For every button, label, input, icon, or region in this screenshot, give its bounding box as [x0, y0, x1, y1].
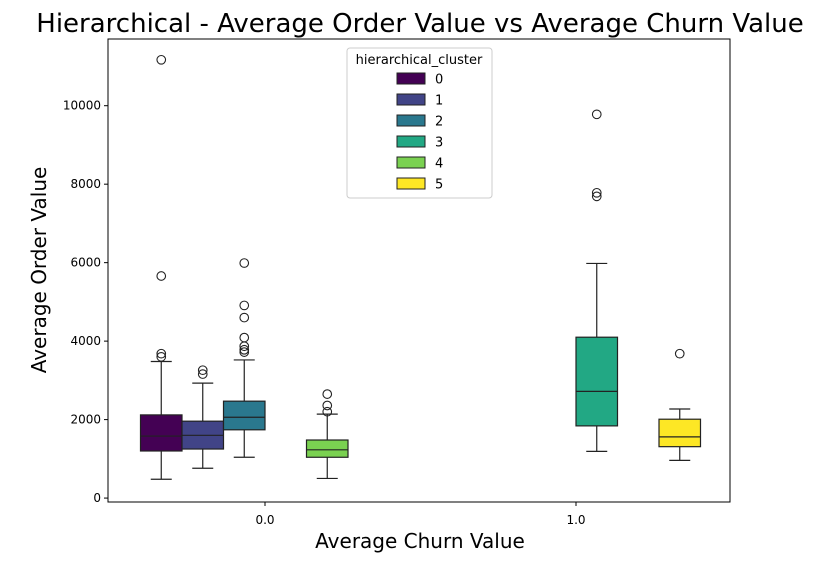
outlier-point — [322, 389, 333, 399]
x-axis: 0.0 1.0 — [255, 502, 586, 527]
legend-label: 2 — [435, 115, 443, 130]
legend-item-cluster-4: 4 — [396, 156, 443, 172]
legend-swatch — [396, 177, 426, 190]
legend-item-cluster-3: 3 — [396, 135, 443, 151]
legend-label: 3 — [435, 136, 443, 151]
y-axis: 0 2000 4000 6000 8000 10000 — [63, 99, 108, 505]
legend: hierarchical_cluster 0 1 2 3 4 5 — [346, 47, 493, 199]
legend-swatch — [396, 93, 426, 106]
outlier-point — [239, 312, 250, 323]
outlier-point — [591, 191, 602, 202]
y-tick-label: 8000 — [70, 177, 101, 191]
outlier-point — [156, 271, 167, 281]
iqr-box — [222, 400, 266, 431]
outlier-point — [239, 344, 250, 355]
outlier-point — [322, 400, 333, 411]
outlier-point — [239, 347, 250, 357]
outlier-point — [156, 351, 167, 362]
box-cluster-2-churn-0.0 — [222, 258, 266, 458]
outlier-point — [322, 406, 333, 417]
legend-swatch — [396, 72, 426, 85]
outlier-point — [156, 348, 167, 359]
legend-swatch — [396, 156, 426, 169]
outlier-point — [239, 332, 250, 343]
box-cluster-0-churn-0.0 — [139, 54, 183, 480]
legend-label: 1 — [435, 94, 443, 109]
legend-label: 0 — [435, 73, 443, 88]
outlier-point — [674, 348, 685, 359]
box-cluster-1-churn-0.0 — [181, 365, 225, 469]
iqr-box — [658, 418, 702, 448]
y-tick-label: 0 — [93, 491, 101, 505]
chart-title: Hierarchical - Average Order Value vs Av… — [36, 9, 803, 39]
box-cluster-3-churn-1.0 — [575, 109, 619, 452]
iqr-box — [139, 414, 183, 452]
outlier-point — [591, 187, 602, 198]
legend-item-cluster-5: 5 — [396, 177, 443, 193]
outlier-point — [197, 365, 208, 376]
legend-item-cluster-0: 0 — [396, 72, 443, 88]
box-series — [139, 54, 702, 480]
legend-title: hierarchical_cluster — [356, 53, 483, 68]
outlier-point — [239, 300, 250, 311]
outlier-point — [239, 258, 250, 268]
legend-label: 4 — [435, 157, 443, 172]
y-tick-label: 6000 — [70, 256, 101, 270]
box-cluster-5-churn-1.0 — [658, 348, 702, 462]
y-tick-label: 2000 — [70, 413, 101, 427]
outlier-point — [197, 369, 208, 379]
legend-item-cluster-2: 2 — [396, 114, 443, 130]
y-tick-label: 10000 — [63, 99, 101, 113]
y-axis-label: Average Order Value — [27, 167, 51, 374]
x-axis-label: Average Churn Value — [315, 529, 525, 553]
legend-label: 5 — [435, 178, 443, 193]
outlier-point — [156, 54, 167, 65]
iqr-box — [575, 336, 619, 427]
x-tick-label: 1.0 — [566, 513, 585, 527]
box-cluster-4-churn-0.0 — [305, 389, 349, 480]
outlier-point — [591, 109, 602, 120]
iqr-box — [305, 439, 349, 458]
y-tick-label: 4000 — [70, 334, 101, 348]
legend-swatch — [396, 114, 426, 127]
plot-area-frame — [107, 38, 731, 503]
x-tick-label: 0.0 — [255, 513, 274, 527]
legend-item-cluster-1: 1 — [396, 93, 443, 109]
legend-swatch — [396, 135, 426, 148]
